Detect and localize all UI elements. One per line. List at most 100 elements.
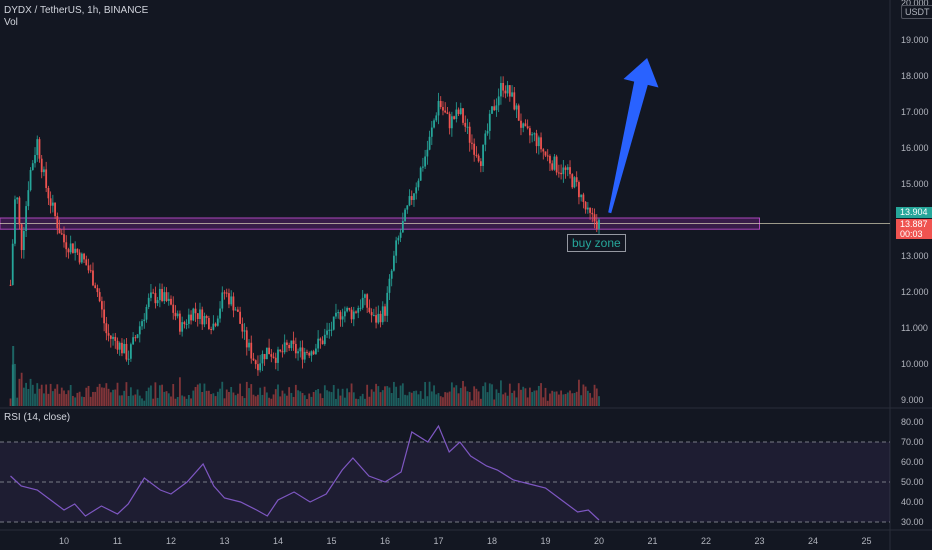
candle-body [150,292,152,298]
volume-bar [49,383,52,406]
volume-bar [132,395,135,406]
volume-bar [192,390,195,406]
candle-body [395,240,398,256]
volume-bar [359,396,362,406]
candle-body [482,144,484,166]
volume-bar [58,393,61,406]
volume-bar [457,393,460,406]
volume-bar [239,383,242,406]
candle-body [571,174,574,188]
volume-bar [286,395,288,406]
current-price-tag: 13.904 [896,207,932,218]
volume-bar [495,389,498,406]
candle-body [152,292,155,294]
volume-bar [114,389,117,406]
candle-body [591,212,594,215]
candle-body [528,128,531,136]
candle-body [377,313,380,323]
volume-bar [129,387,132,406]
volume-bar [466,391,469,406]
volume-bar [216,391,219,406]
volume-bar [578,379,580,406]
volume-bar [580,395,583,406]
candle-body [401,221,404,233]
candle-body [310,351,313,356]
volume-bar [314,390,317,406]
volume-bar [254,396,257,406]
volume-bar [158,385,161,406]
candle-body [47,187,50,199]
volume-bar [265,392,268,406]
candle-body [181,322,184,332]
volume-bar [488,383,491,406]
volume-bar [401,383,404,406]
volume-bar [526,397,529,406]
candle-body [437,100,440,116]
candle-body [201,309,204,325]
candle-body [294,343,297,354]
candle-body [118,342,121,350]
candle-body [466,126,469,128]
candle-body [277,349,279,363]
price-axis-label: 10.000 [901,359,929,369]
candle-body [586,207,589,210]
volume-bar [25,382,28,406]
volume-bar [508,383,511,406]
candle-body [578,182,580,198]
candle-body [312,351,315,355]
buy-zone-label[interactable]: buy zone [567,234,626,252]
time-axis-label: 21 [647,536,657,546]
volume-bar [328,391,331,406]
countdown-price-tag: 13.887 00:03 [896,219,932,239]
currency-badge[interactable]: USDT [901,5,932,19]
bullish-arrow[interactable] [608,58,659,214]
volume-bar [76,392,79,406]
candle-body [513,92,516,110]
candle-body [475,154,478,156]
volume-bar [167,393,170,406]
candle-body [38,139,41,159]
candle-body [364,294,366,298]
volume-bar [232,392,235,406]
candle-body [542,149,545,152]
candle-body [457,109,460,115]
volume-bar [100,387,103,406]
volume-bar [103,387,106,406]
volume-bar [147,387,150,406]
candle-body [439,100,442,108]
volume-bar [471,400,473,406]
candle-body [232,296,235,311]
candle-body [11,243,14,285]
candle-body [239,311,242,324]
candle-body [156,300,159,304]
candle-body [366,294,369,308]
volume-bar [368,396,371,406]
candle-body [497,96,500,106]
candle-body [272,356,275,358]
candle-body [323,334,326,345]
candle-body [524,123,527,127]
volume-bar [183,396,186,406]
volume-bar [87,385,90,406]
time-axis-label: 23 [754,536,764,546]
candle-body [234,309,237,311]
volume-bar [214,396,217,406]
candle-body [20,224,23,251]
volume-bar [531,392,534,406]
volume-bar [377,386,380,406]
volume-bar [421,398,424,406]
volume-bar [29,378,32,406]
volume-bar [170,396,172,406]
volume-bar [150,385,152,406]
volume-bar [20,372,23,406]
candle-body [129,344,132,359]
candle-body [473,143,476,155]
volume-bar [163,391,166,406]
volume-bar [428,381,431,406]
volume-bar [190,398,192,406]
candle-body [121,342,123,354]
volume-bar [12,346,15,406]
candle-body [504,90,507,94]
